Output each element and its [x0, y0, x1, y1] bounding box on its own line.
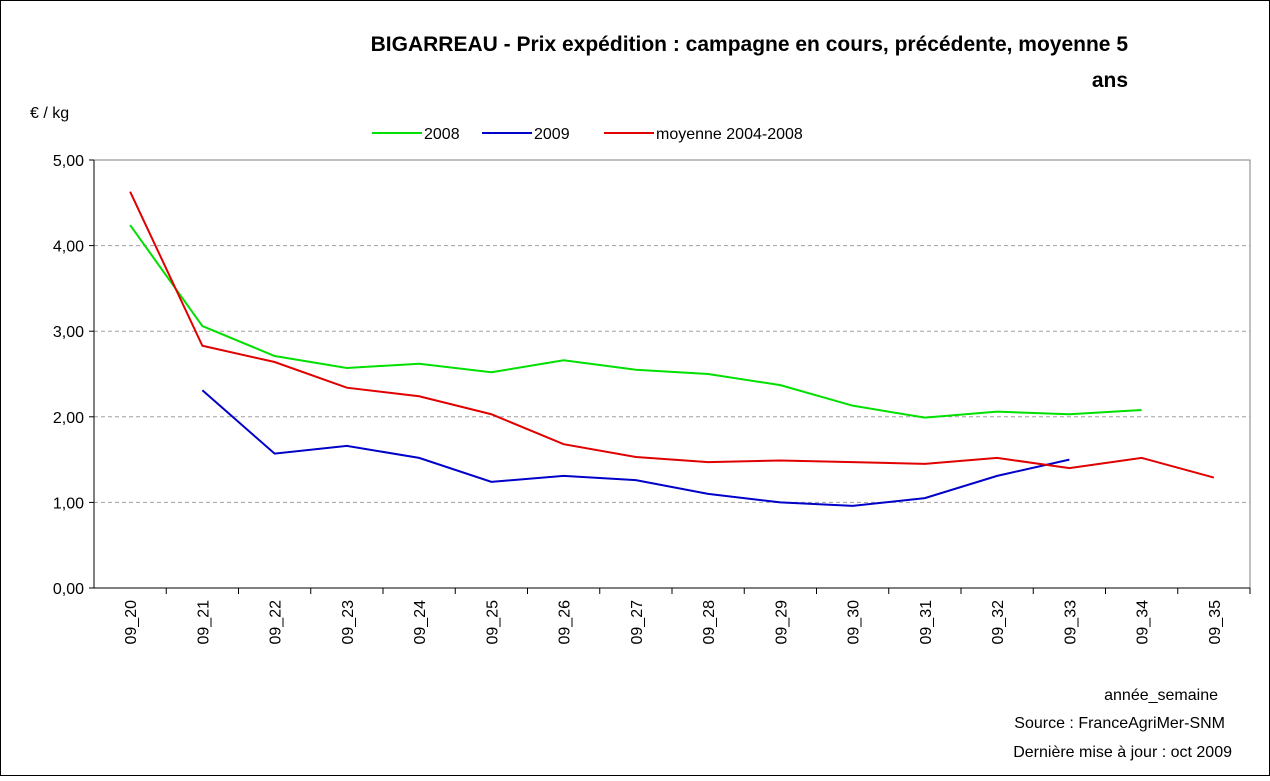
series-line: [129, 191, 1215, 479]
chart-title: BIGARREAU - Prix expédition : campagne e…: [371, 33, 1129, 56]
x-tick-label: 09_29: [773, 600, 790, 645]
x-axis-label: année_semaine: [1104, 687, 1218, 704]
series-line: [129, 224, 1142, 419]
y-tick-label: 1,00: [53, 495, 84, 512]
update-note: Dernière mise à jour : oct 2009: [1013, 744, 1232, 761]
x-tick-label: 09_21: [195, 600, 212, 645]
x-tick-label: 09_30: [846, 600, 863, 645]
legend-label: 2008: [424, 126, 460, 143]
x-tick-label: 09_25: [484, 600, 501, 645]
y-tick-label: 5,00: [53, 153, 84, 170]
x-tick-label: 09_28: [701, 600, 718, 645]
x-tick-label: 09_32: [990, 600, 1007, 645]
source: Source : FranceAgriMer-SNM: [1014, 715, 1225, 732]
series-line: [201, 389, 1070, 507]
legend-label: 2009: [534, 126, 570, 143]
y-tick-label: 2,00: [53, 410, 84, 427]
x-tick-label: 09_23: [340, 600, 357, 645]
y-tick-label: 3,00: [53, 324, 84, 341]
x-tick-label: 09_34: [1135, 600, 1152, 645]
x-tick-label: 09_24: [412, 600, 429, 645]
x-tick-label: 09_22: [268, 600, 285, 645]
y-tick-label: 0,00: [53, 581, 84, 598]
plot-area: [93, 159, 1251, 589]
y-tick-label: 4,00: [53, 239, 84, 256]
x-tick-label: 09_27: [629, 600, 646, 645]
x-tick-label: 09_35: [1207, 600, 1224, 645]
y-axis-label: € / kg: [30, 105, 69, 122]
x-tick-label: 09_33: [1062, 600, 1079, 645]
x-tick-label: 09_20: [123, 600, 140, 645]
legend-label: moyenne 2004-2008: [656, 126, 803, 143]
x-tick-label: 09_26: [557, 600, 574, 645]
x-tick-label: 09_31: [918, 600, 935, 645]
chart-title: ans: [1092, 69, 1128, 92]
